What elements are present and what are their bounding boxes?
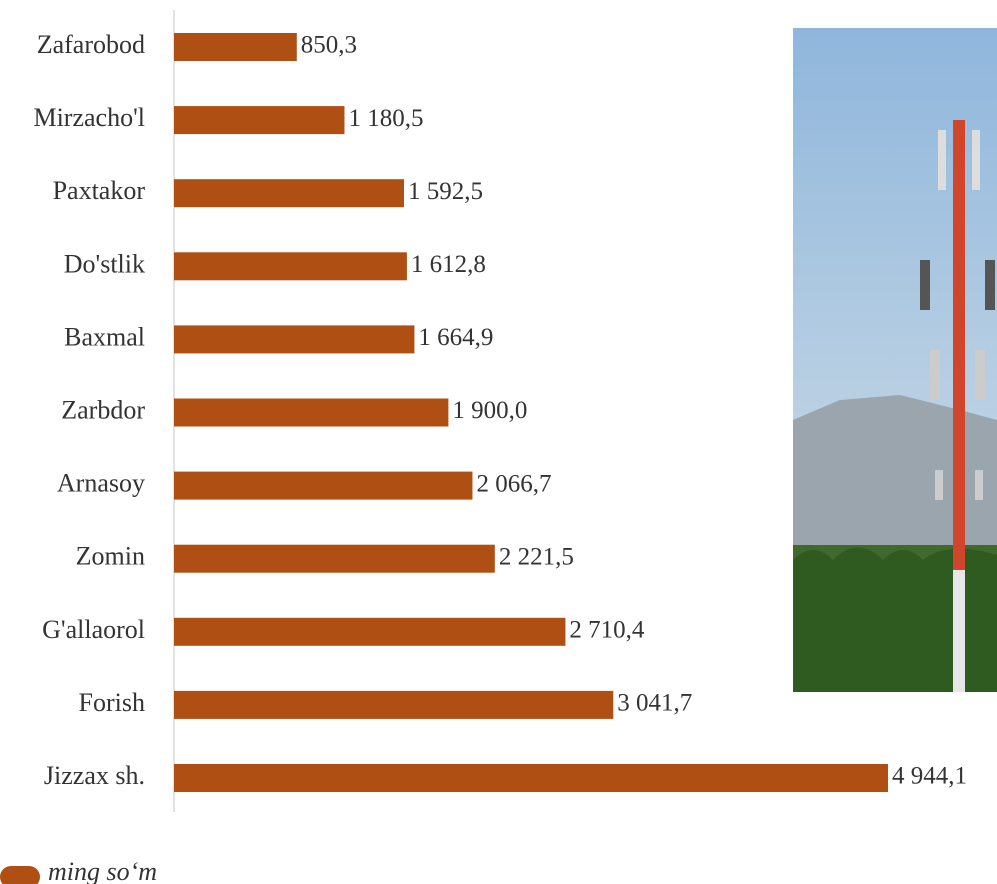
bar bbox=[174, 179, 404, 207]
category-label: Zafarobod bbox=[37, 30, 145, 59]
bar bbox=[174, 252, 407, 280]
category-label: Arnasoy bbox=[57, 469, 145, 498]
photo bbox=[793, 28, 997, 692]
category-label: Zarbdor bbox=[61, 395, 145, 424]
value-label: 4 944,1 bbox=[892, 763, 967, 790]
category-label: Jizzax sh. bbox=[44, 761, 145, 790]
bar bbox=[174, 618, 565, 646]
category-label: Baxmal bbox=[64, 322, 145, 351]
chart: ming so‘m Zafarobod 850,3 Mirzacho'l 1 180,… bbox=[0, 0, 997, 884]
legend-swatch bbox=[0, 866, 40, 884]
value-label: 2 221,5 bbox=[499, 543, 574, 570]
category-label: Do'stlik bbox=[64, 249, 145, 278]
bar bbox=[174, 325, 414, 353]
category-label: Zomin bbox=[76, 542, 145, 571]
value-label: 850,3 bbox=[301, 32, 357, 59]
value-label: 2 710,4 bbox=[569, 617, 645, 644]
category-label: Forish bbox=[79, 688, 145, 717]
bar bbox=[174, 545, 495, 573]
bar bbox=[174, 33, 297, 61]
category-label: Paxtakor bbox=[53, 176, 146, 205]
bar bbox=[174, 472, 472, 500]
legend-label: ming so‘m bbox=[48, 857, 157, 884]
value-label: 1 592,5 bbox=[408, 178, 483, 205]
category-label: G'allaorol bbox=[42, 615, 145, 644]
value-label: 1 612,8 bbox=[411, 251, 486, 278]
value-label: 1 180,5 bbox=[348, 105, 423, 132]
bar bbox=[174, 106, 344, 134]
bar bbox=[174, 764, 888, 792]
category-label: Mirzacho'l bbox=[33, 103, 145, 132]
value-label: 3 041,7 bbox=[617, 690, 692, 717]
value-label: 1 664,9 bbox=[418, 324, 493, 351]
value-label: 1 900,0 bbox=[452, 397, 527, 424]
bar bbox=[174, 691, 613, 719]
bar bbox=[174, 399, 448, 427]
value-label: 2 066,7 bbox=[476, 470, 551, 497]
